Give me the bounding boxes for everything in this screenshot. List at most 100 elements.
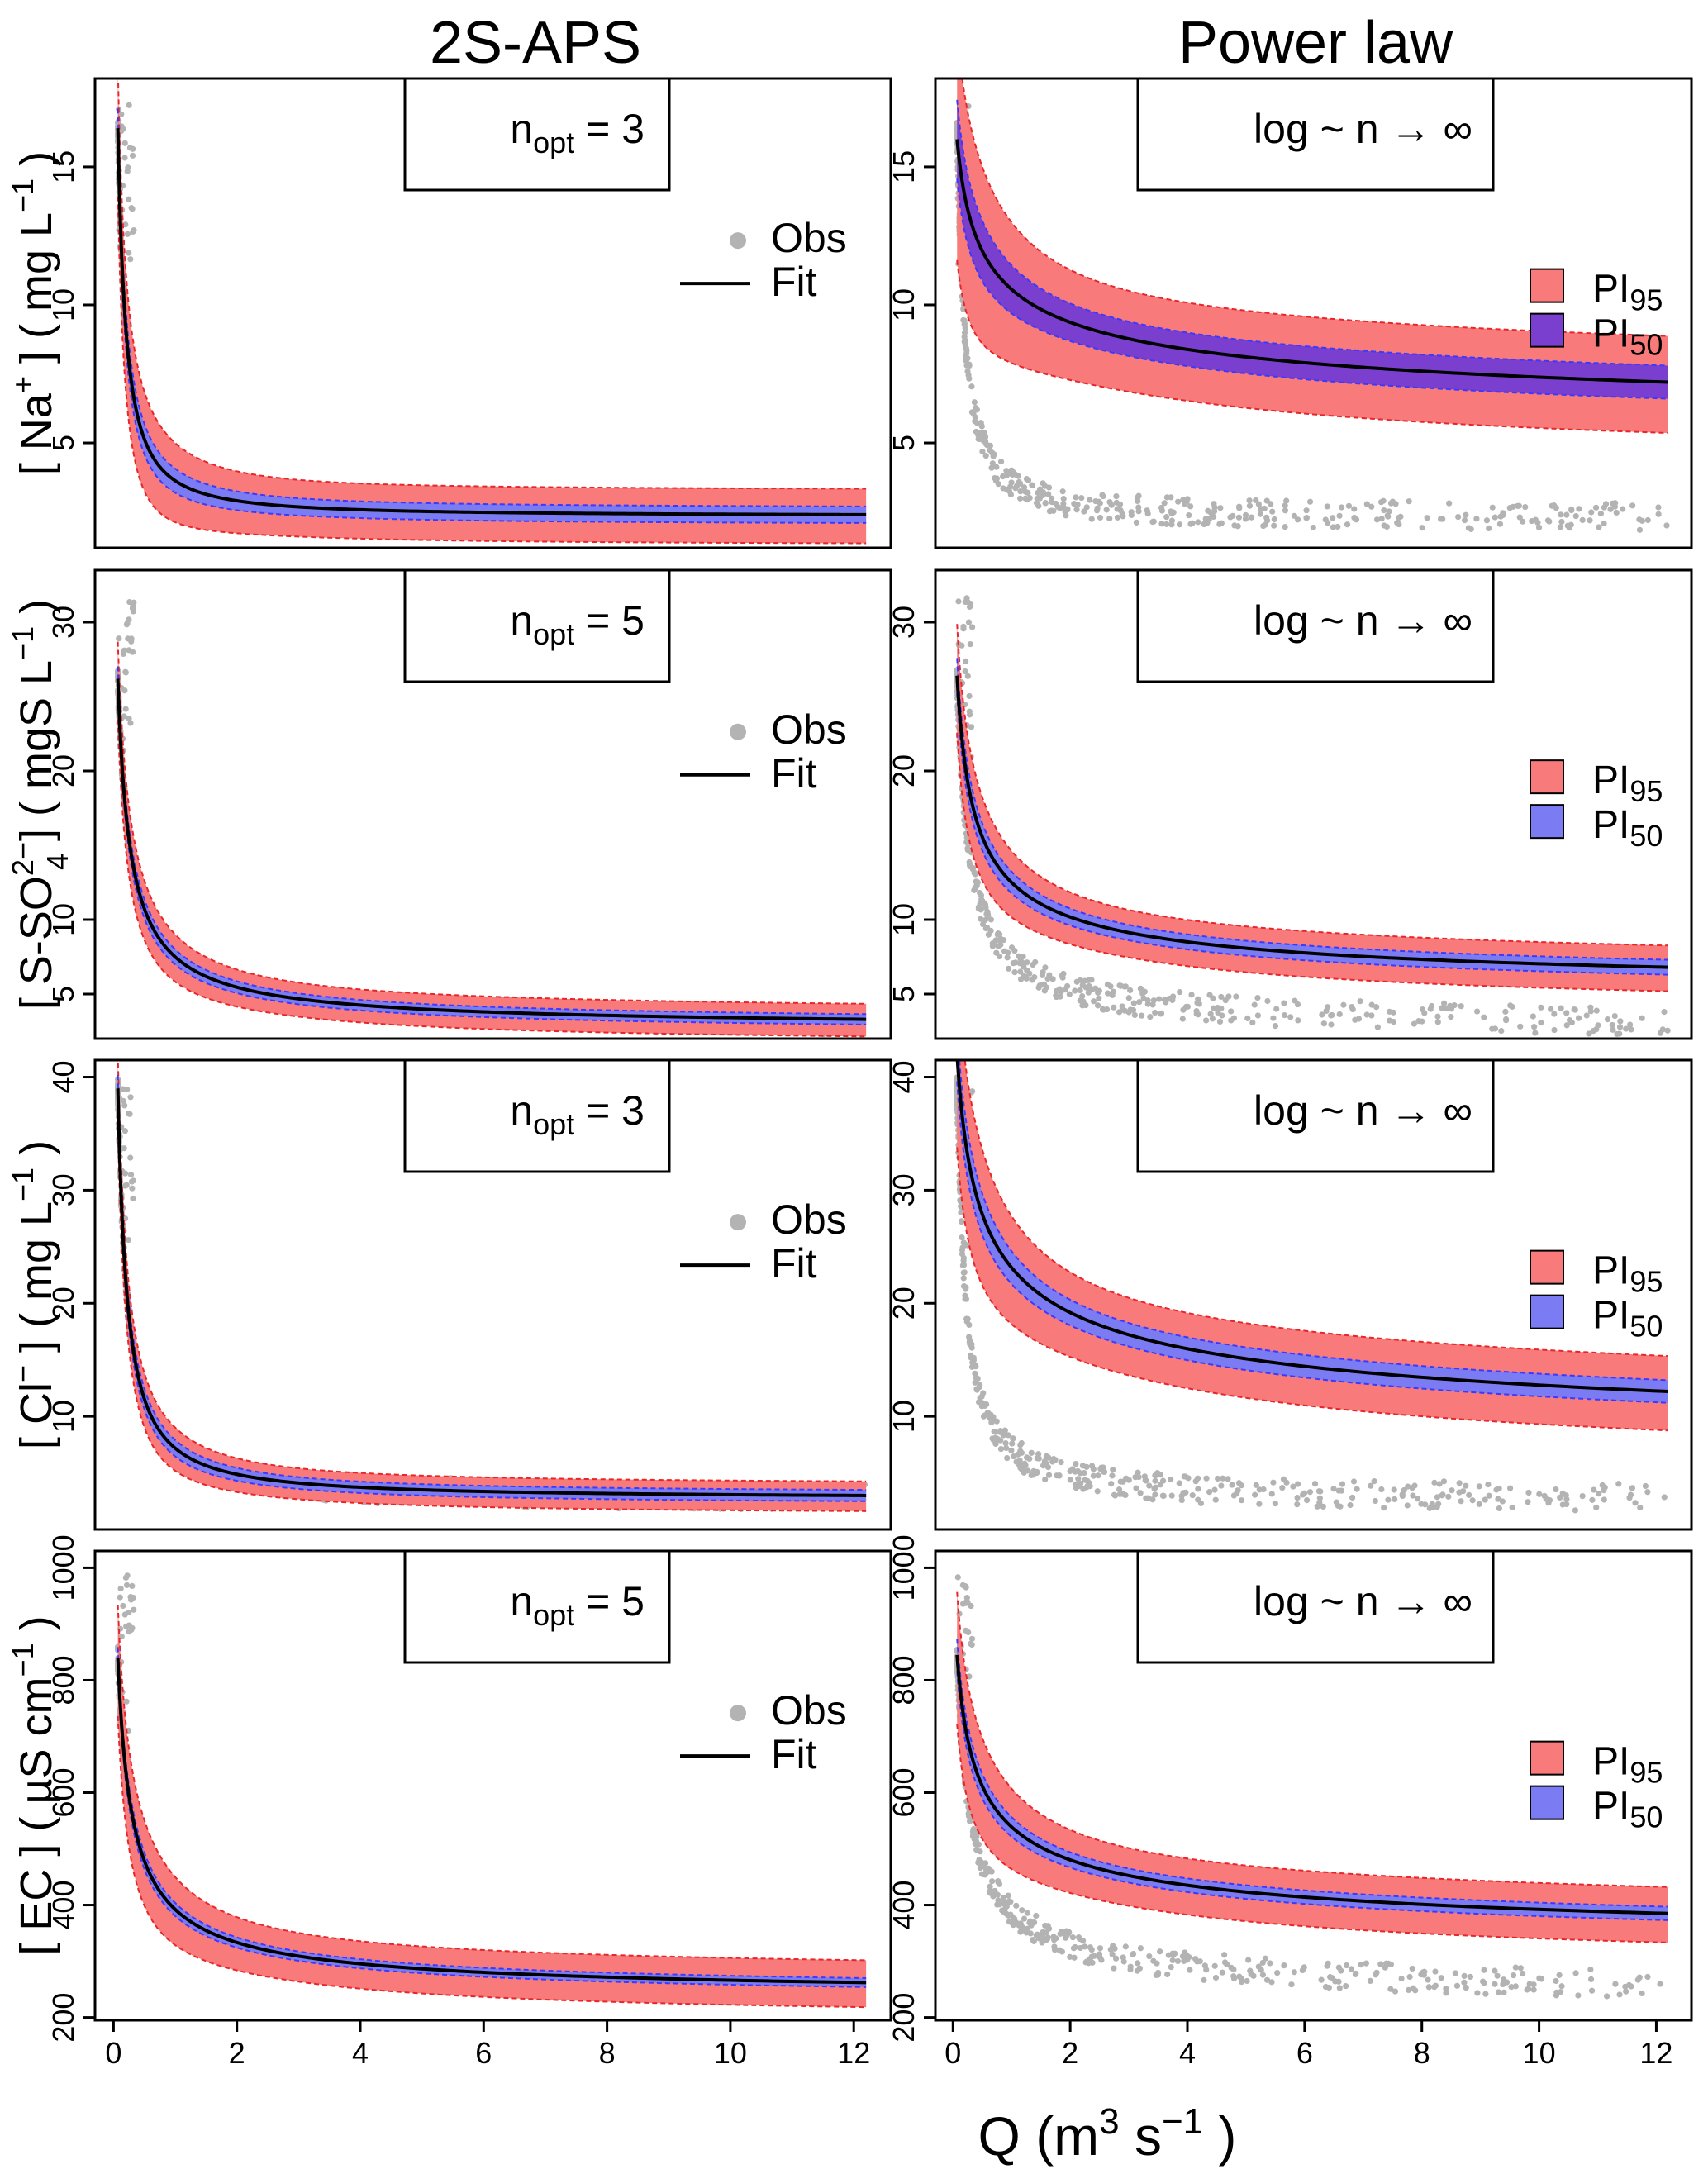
obs-point <box>1134 1967 1141 1974</box>
obs-point <box>1644 516 1651 524</box>
obs-point <box>1440 1478 1448 1485</box>
obs-point <box>961 321 968 328</box>
obs-point <box>1095 1472 1101 1479</box>
obs-point <box>1322 516 1329 523</box>
fit-line <box>955 675 1668 969</box>
obs-point <box>1006 1912 1012 1919</box>
y-tick-label: 10 <box>887 1400 921 1433</box>
annotation-box <box>403 77 671 192</box>
obs-point <box>1236 1973 1243 1980</box>
annotation-box <box>1136 77 1495 192</box>
obs-point <box>1042 1476 1049 1483</box>
obs-point <box>1251 1001 1258 1008</box>
obs-point <box>978 892 985 898</box>
obs-point <box>120 650 126 658</box>
obs-point <box>972 1379 978 1386</box>
y-tick-label: 5 <box>46 435 80 451</box>
obs-point <box>131 227 137 234</box>
pi50-band-upper-edge <box>117 108 867 507</box>
obs-point <box>1161 500 1168 507</box>
obs-point <box>1110 1467 1116 1473</box>
pi95-band <box>957 624 1668 992</box>
y-tick-label: 20 <box>46 754 80 787</box>
y-axis-label: [ Na+ ] ( mg L−1 ) <box>6 151 61 475</box>
obs-point <box>1458 1498 1464 1505</box>
obs-point <box>989 1878 996 1885</box>
obs-point <box>1099 492 1106 498</box>
pi95-band-upper-edge <box>963 1060 1668 1358</box>
obs-point <box>1017 955 1024 963</box>
obs-point <box>1644 1973 1651 1981</box>
obs-point <box>1083 1463 1090 1470</box>
obs-point <box>1431 1479 1438 1486</box>
obs-point <box>129 152 136 159</box>
obs-point <box>1254 994 1261 1001</box>
obs-point <box>1325 1984 1332 1991</box>
obs-point <box>1159 1492 1166 1499</box>
obs-point <box>1553 1977 1559 1985</box>
obs-point <box>1496 521 1504 527</box>
obs-point <box>1022 495 1029 502</box>
obs-point <box>131 1606 137 1613</box>
obs-point <box>1387 1017 1393 1024</box>
obs-point <box>1158 1010 1165 1016</box>
obs-point <box>1021 973 1027 979</box>
obs-point <box>123 621 131 628</box>
pi95-band-lower-edge <box>117 719 867 1038</box>
obs-point <box>1455 513 1462 521</box>
obs-point <box>1451 1002 1458 1009</box>
obs-point <box>1138 1012 1145 1019</box>
obs-point <box>1324 1962 1330 1969</box>
obs-point <box>1178 1492 1185 1500</box>
obs-point <box>1120 513 1126 520</box>
obs-point <box>1380 497 1387 504</box>
obs-point <box>962 598 968 606</box>
obs-point <box>1116 982 1123 989</box>
obs-point <box>1156 996 1163 1002</box>
annotation-box <box>1136 1549 1495 1664</box>
obs-point <box>1363 1960 1369 1967</box>
pi95-band-lower-edge <box>117 196 867 545</box>
fit-line <box>955 1654 1668 1915</box>
obs-point <box>1146 1482 1153 1489</box>
obs-point <box>1212 1496 1219 1503</box>
pi50-band <box>117 1647 867 1987</box>
pi95-band-upper-edge <box>117 1060 867 1482</box>
obs-point <box>128 635 135 642</box>
obs-point <box>973 878 980 885</box>
obs-point <box>1392 1988 1399 1995</box>
obs-point <box>997 1427 1004 1434</box>
obs-point <box>963 362 970 369</box>
obs-point <box>1016 478 1022 486</box>
obs-point <box>1548 1006 1554 1012</box>
pi95-band-lower-edge <box>117 1125 867 1512</box>
fit-line <box>116 128 867 516</box>
obs-point <box>1294 1494 1301 1501</box>
obs-point <box>1262 1955 1269 1962</box>
obs-point <box>967 641 973 648</box>
obs-point <box>1530 1986 1537 1993</box>
obs-point <box>1399 1491 1406 1498</box>
obs-point <box>1314 1503 1320 1510</box>
annotation-box <box>403 568 671 683</box>
obs-point <box>1042 964 1049 971</box>
obs-point <box>1287 1014 1294 1020</box>
obs-point <box>1215 1009 1221 1016</box>
legend-fit-label: Fit <box>771 1731 817 1777</box>
obs-point <box>1617 1018 1624 1025</box>
obs-point <box>1610 1026 1616 1033</box>
obs-point <box>1256 1486 1263 1493</box>
obs-point <box>1036 982 1043 989</box>
obs-point <box>1655 511 1662 517</box>
legend-pi95-label: PI95 <box>1592 759 1663 808</box>
legend-fit-label: Fit <box>771 259 817 305</box>
obs-point <box>1064 982 1071 990</box>
obs-point <box>1498 1027 1505 1035</box>
obs-point <box>1611 1012 1618 1020</box>
obs-point <box>978 1403 985 1410</box>
obs-point <box>1378 1486 1385 1493</box>
obs-point <box>1106 499 1113 506</box>
obs-point <box>973 420 981 426</box>
